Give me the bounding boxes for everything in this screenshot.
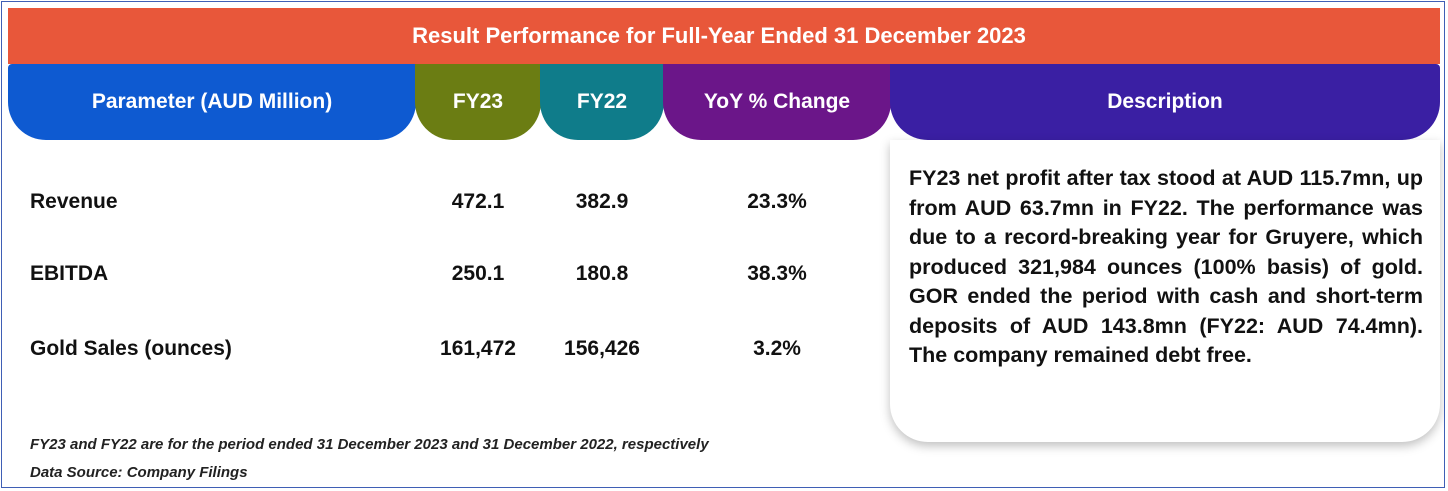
header-parameter-label: Parameter (AUD Million)	[91, 90, 333, 113]
panel-title: Result Performance for Full-Year Ended 3…	[412, 23, 1026, 48]
row-revenue-fy23: 472.1	[451, 190, 505, 213]
header-fy22: FY22	[540, 64, 664, 140]
description-card: FY23 net profit after tax stood at AUD 1…	[890, 140, 1440, 442]
row-revenue-label: Revenue	[30, 190, 118, 213]
header-parameter: Parameter (AUD Million)	[8, 64, 416, 140]
row-ebitda-yoy: 38.3%	[747, 262, 807, 285]
header-yoy-label: YoY % Change	[703, 90, 851, 113]
row-ebitda-label: EBITDA	[30, 262, 109, 285]
header-description: Description	[890, 64, 1440, 140]
description-text: FY23 net profit after tax stood at AUD 1…	[909, 166, 1423, 367]
header-fy22-label: FY22	[576, 90, 628, 113]
row-gold-sales-yoy: 3.2%	[753, 337, 801, 360]
row-gold-sales-fy22: 156,426	[564, 337, 640, 360]
row-ebitda-fy22: 180.8	[575, 262, 629, 285]
header-description-label: Description	[1107, 90, 1223, 113]
footnote-period: FY23 and FY22 are for the period ended 3…	[30, 436, 709, 453]
row-gold-sales-label: Gold Sales (ounces)	[30, 337, 232, 360]
footnote-source: Data Source: Company Filings	[30, 464, 248, 481]
title-bar: Result Performance for Full-Year Ended 3…	[8, 8, 1440, 64]
row-ebitda-fy23: 250.1	[451, 262, 505, 285]
header-fy23: FY23	[415, 64, 541, 140]
header-fy23-label: FY23	[452, 90, 504, 113]
header-yoy: YoY % Change	[663, 64, 891, 140]
row-revenue-fy22: 382.9	[575, 190, 629, 213]
row-gold-sales-fy23: 161,472	[440, 337, 516, 360]
row-revenue-yoy: 23.3%	[747, 190, 807, 213]
